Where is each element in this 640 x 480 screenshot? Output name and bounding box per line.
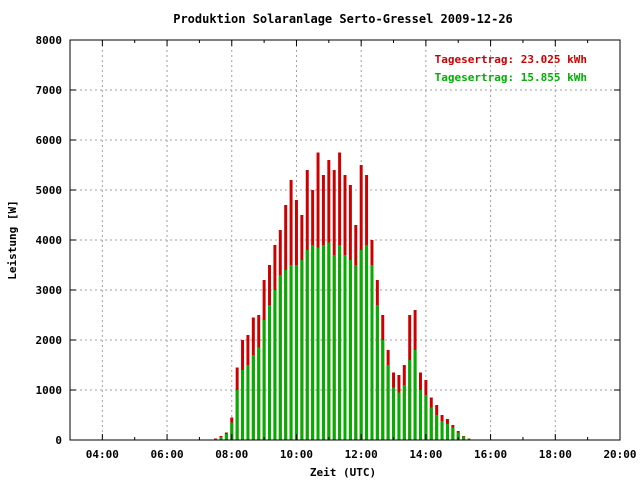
bar-secondary-1420: [435, 415, 439, 440]
bar-secondary-0950: [289, 265, 293, 440]
y-tick-label: 2000: [36, 334, 63, 347]
bar-secondary-1220: [370, 265, 374, 440]
bar-secondary-1030: [311, 245, 315, 440]
bar-secondary-1340: [413, 350, 417, 440]
bar-secondary-0800: [230, 422, 234, 440]
bar-secondary-0930: [278, 275, 282, 440]
bar-secondary-0750: [224, 434, 228, 440]
bar-secondary-1400: [424, 395, 428, 440]
x-tick-label: 18:00: [539, 448, 572, 461]
bar-secondary-1410: [429, 407, 433, 440]
bar-secondary-0820: [241, 370, 245, 440]
legend-yield-total: Tagesertrag: 23.025 kWh: [435, 53, 587, 66]
bar-secondary-1250: [386, 365, 390, 440]
legend-yield-secondary: Tagesertrag: 15.855 kWh: [435, 71, 587, 84]
bar-secondary-1010: [300, 260, 304, 440]
y-tick-label: 4000: [36, 234, 63, 247]
bar-secondary-0910: [268, 305, 271, 440]
bar-secondary-1110: [332, 255, 336, 440]
x-tick-label: 20:00: [603, 448, 636, 461]
bar-secondary-1200: [359, 250, 363, 440]
bar-secondary-1450: [451, 427, 455, 440]
bar-secondary-1210: [365, 245, 369, 440]
x-axis-label: Zeit (UTC): [310, 466, 376, 479]
x-tick-label: 12:00: [345, 448, 378, 461]
y-tick-label: 8000: [36, 34, 63, 47]
bar-secondary-1100: [327, 242, 331, 440]
bar-secondary-1300: [392, 387, 396, 440]
x-tick-labels: 04:00 06:00 08:00 10:00 12:00 14:00 16:00 18:00…: [86, 448, 637, 461]
bar-secondary-0840: [251, 355, 255, 440]
bars: [214, 152, 471, 440]
y-tick-label: 7000: [36, 84, 63, 97]
bar-secondary-1120: [338, 245, 342, 440]
bar-secondary-1040: [316, 247, 320, 440]
bar-secondary-1350: [419, 390, 422, 440]
bar-secondary-1430: [440, 421, 444, 440]
bar-secondary-1330: [408, 360, 412, 440]
bar-secondary-1440: [445, 424, 449, 440]
bar-secondary-1320: [402, 385, 406, 440]
bar-secondary-1140: [348, 260, 352, 440]
bar-secondary-1310: [397, 392, 401, 440]
x-tick-label: 10:00: [280, 448, 313, 461]
bar-secondary-1230: [375, 305, 379, 440]
bar-secondary-1520: [467, 438, 471, 440]
bar-secondary-0940: [284, 270, 288, 440]
bar-secondary-1500: [456, 432, 460, 440]
y-tick-label: 0: [55, 434, 62, 447]
bar-secondary-1510: [462, 436, 466, 440]
bar-secondary-0740: [219, 437, 223, 440]
bar-secondary-0900: [262, 320, 266, 440]
bar-secondary-0830: [246, 365, 250, 440]
bar-secondary-1050: [321, 245, 325, 440]
bar-secondary-0850: [257, 347, 261, 440]
bar-secondary-1000: [294, 265, 298, 440]
y-tick-labels: 0 1000 2000 3000 4000 5000 6000 7000 8000: [36, 34, 63, 447]
bar-secondary-1150: [354, 265, 358, 440]
x-tick-label: 08:00: [215, 448, 248, 461]
bar-secondary-0920: [273, 290, 277, 440]
x-tick-label: 04:00: [86, 448, 119, 461]
x-tick-label: 14:00: [409, 448, 442, 461]
y-tick-label: 3000: [36, 284, 63, 297]
y-axis-label: Leistung [W]: [6, 200, 19, 279]
x-tick-label: 06:00: [150, 448, 183, 461]
bar-secondary-1240: [381, 340, 385, 440]
bar-secondary-1020: [305, 250, 309, 440]
bar-secondary-1130: [343, 255, 347, 440]
y-tick-label: 5000: [36, 184, 63, 197]
y-tick-label: 1000: [36, 384, 63, 397]
y-tick-label: 6000: [36, 134, 63, 147]
axis-ticks: [69, 39, 621, 441]
chart-title: Produktion Solaranlage Serto-Gressel 200…: [173, 12, 513, 26]
bar-secondary-0810: [235, 390, 239, 440]
x-tick-label: 16:00: [474, 448, 507, 461]
